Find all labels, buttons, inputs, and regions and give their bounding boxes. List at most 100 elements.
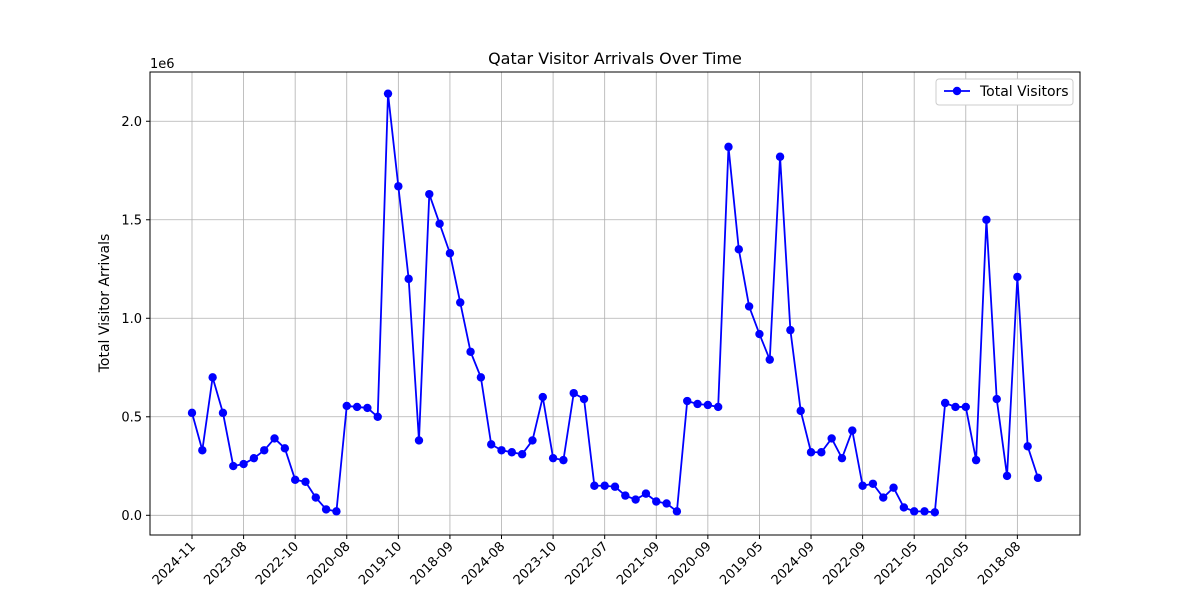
data-point: [879, 493, 888, 502]
data-point: [786, 325, 795, 335]
data-point: [528, 436, 537, 445]
data-point: [249, 453, 259, 463]
data-point: [497, 446, 506, 455]
data-point: [765, 355, 774, 364]
data-point: [961, 402, 970, 412]
data-point: [290, 475, 300, 485]
data-point: [600, 481, 609, 490]
data-point: [910, 507, 919, 516]
legend-label-total-visitors: Total Visitors: [979, 84, 1069, 100]
y-tick-label: 1.0: [121, 312, 142, 327]
data-point: [394, 182, 403, 191]
data-point: [280, 444, 290, 453]
data-point: [404, 274, 413, 284]
data-point: [456, 298, 465, 307]
data-point: [311, 493, 320, 502]
data-point: [827, 434, 836, 443]
data-point: [817, 448, 826, 457]
data-point: [187, 408, 197, 418]
data-point: [610, 482, 620, 491]
data-point: [239, 459, 248, 469]
y-tick-label: 0.0: [121, 509, 142, 524]
y-tick-label: 0.5: [121, 410, 142, 425]
data-point: [703, 400, 713, 410]
data-point: [383, 89, 393, 98]
data-point: [848, 426, 857, 435]
data-point: [476, 373, 486, 382]
data-point: [538, 392, 547, 402]
data-point: [352, 402, 362, 412]
data-point: [693, 399, 702, 409]
data-point: [590, 481, 599, 490]
data-point: [487, 440, 496, 449]
data-point: [373, 412, 382, 421]
data-point: [425, 189, 434, 199]
data-point: [868, 479, 878, 488]
data-point: [363, 403, 372, 413]
series-layer: [187, 89, 1043, 517]
data-point: [920, 507, 929, 516]
y-tick-label: 1.5: [121, 213, 142, 228]
data-point: [301, 477, 310, 486]
data-point: [672, 507, 682, 516]
data-point: [198, 446, 207, 455]
data-point: [579, 394, 589, 404]
data-point: [342, 401, 351, 411]
data-point: [1033, 473, 1043, 483]
data-point: [631, 495, 640, 504]
y-axis: 0.0 0.5 1.0 1.5 2.0: [121, 115, 150, 524]
legend-marker-swatch: [952, 86, 962, 96]
data-point: [208, 373, 217, 382]
data-point: [858, 481, 867, 490]
data-point: [1023, 442, 1032, 451]
data-point: [775, 152, 785, 161]
grid: [150, 72, 1080, 535]
data-point: [992, 394, 1001, 404]
data-point: [796, 406, 805, 416]
data-point: [466, 347, 475, 356]
data-point: [899, 503, 909, 512]
data-point: [621, 491, 630, 500]
data-point: [414, 436, 424, 445]
data-point: [930, 508, 940, 517]
data-point: [662, 499, 671, 508]
data-point: [971, 455, 981, 465]
data-point: [445, 249, 455, 258]
data-point: [260, 446, 269, 455]
legend: Total Visitors: [935, 78, 1074, 106]
y-offset-text: 1e6: [150, 57, 175, 72]
data-point: [940, 398, 950, 408]
legend-box: [935, 78, 1074, 106]
data-point: [652, 497, 661, 506]
data-point: [951, 402, 960, 412]
data-point: [1013, 272, 1022, 282]
data-point: [641, 489, 651, 498]
data-point: [559, 455, 568, 465]
data-point: [229, 461, 238, 471]
data-point: [889, 483, 898, 492]
data-point: [982, 215, 991, 224]
data-point: [548, 453, 558, 463]
data-point: [435, 219, 444, 228]
data-point: [270, 434, 279, 443]
data-point: [321, 505, 331, 514]
data-point: [218, 408, 228, 418]
data-point: [569, 388, 578, 398]
data-point: [806, 448, 816, 457]
data-point: [507, 448, 517, 457]
y-axis-label: Total Visitor Arrivals: [97, 234, 113, 374]
plot-frame: [149, 71, 1081, 536]
data-point: [837, 453, 847, 463]
chart-title: Qatar Visitor Arrivals Over Time: [488, 49, 742, 68]
data-point: [724, 142, 733, 152]
data-point: [1002, 471, 1012, 481]
data-point: [744, 302, 754, 311]
data-point: [734, 245, 743, 254]
data-point: [755, 329, 764, 339]
data-point: [713, 402, 723, 412]
data-point: [683, 396, 692, 406]
data-point: [517, 450, 527, 459]
data-point: [332, 507, 341, 516]
y-tick-label: 2.0: [121, 115, 142, 130]
